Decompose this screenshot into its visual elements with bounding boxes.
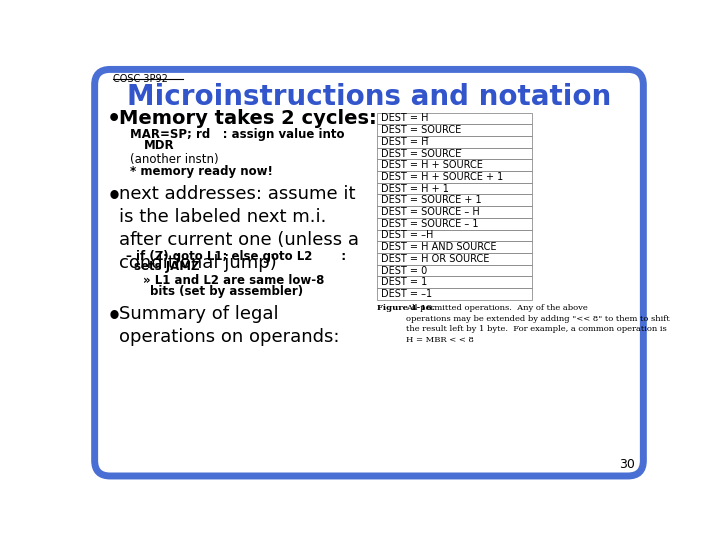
Text: Figure 4-16.: Figure 4-16. [377, 305, 435, 313]
Text: MDR: MDR [144, 139, 175, 152]
Text: MAR=SP; rd   : assign value into: MAR=SP; rd : assign value into [130, 128, 345, 141]
Bar [377, 206, 532, 218]
Text: •: • [107, 110, 121, 130]
Bar [377, 183, 532, 194]
Bar [377, 136, 532, 147]
Text: 30: 30 [619, 458, 635, 471]
Text: * memory ready now!: * memory ready now! [130, 165, 273, 178]
Text: •: • [107, 185, 122, 209]
Bar [377, 265, 532, 276]
Bar [377, 112, 532, 124]
Text: DEST = H + 1: DEST = H + 1 [381, 184, 449, 194]
Text: DEST = H̅: DEST = H̅ [381, 137, 428, 147]
Bar [377, 194, 532, 206]
Text: (another instn): (another instn) [130, 153, 219, 166]
Text: DEST = H: DEST = H [381, 113, 428, 124]
Text: DEST = H + SOURCE: DEST = H + SOURCE [381, 160, 482, 170]
Text: Summary of legal
operations on operands:: Summary of legal operations on operands: [120, 305, 340, 346]
Text: DEST = H OR SOURCE: DEST = H OR SOURCE [381, 254, 489, 264]
Text: – if (Z) goto L1; else goto L2       :: – if (Z) goto L1; else goto L2 : [126, 249, 346, 262]
Bar [377, 288, 532, 300]
Bar [377, 276, 532, 288]
Text: DEST = H + SOURCE + 1: DEST = H + SOURCE + 1 [381, 172, 503, 182]
Bar [377, 159, 532, 171]
Text: •: • [107, 305, 122, 329]
Bar [377, 124, 532, 136]
Bar [377, 171, 532, 183]
Text: DEST = SOURCE – H: DEST = SOURCE – H [381, 207, 480, 217]
Text: All permitted operations.  Any of the above
operations may be extended by adding: All permitted operations. Any of the abo… [406, 305, 670, 343]
Bar [377, 147, 532, 159]
Text: DEST = 1: DEST = 1 [381, 277, 427, 287]
Text: » L1 and L2 are same low-8: » L1 and L2 are same low-8 [143, 274, 324, 287]
Text: DEST = SOURCE – 1: DEST = SOURCE – 1 [381, 219, 478, 229]
Bar [377, 230, 532, 241]
Text: sets JAMZ: sets JAMZ [134, 260, 199, 273]
Text: next addresses: assume it
is the labeled next m.i.
after current one (unless a
c: next addresses: assume it is the labeled… [120, 185, 359, 272]
Text: Microinstructions and notation: Microinstructions and notation [127, 83, 611, 111]
Text: DEST = SOURCE̅: DEST = SOURCE̅ [381, 148, 461, 159]
Text: DEST = –1: DEST = –1 [381, 289, 432, 299]
Text: bits (set by assembler): bits (set by assembler) [150, 285, 304, 298]
Text: DEST = H AND SOURCE: DEST = H AND SOURCE [381, 242, 496, 252]
Bar [377, 218, 532, 230]
Text: COSC 3P92: COSC 3P92 [113, 74, 168, 84]
Bar [377, 253, 532, 265]
Text: DEST = SOURCE: DEST = SOURCE [381, 125, 461, 135]
Bar [377, 241, 532, 253]
Text: DEST = SOURCE + 1: DEST = SOURCE + 1 [381, 195, 481, 205]
Text: DEST = 0: DEST = 0 [381, 266, 427, 275]
Text: DEST = –H: DEST = –H [381, 231, 433, 240]
Text: Memory takes 2 cycles:: Memory takes 2 cycles: [120, 110, 377, 129]
FancyBboxPatch shape [94, 70, 644, 476]
